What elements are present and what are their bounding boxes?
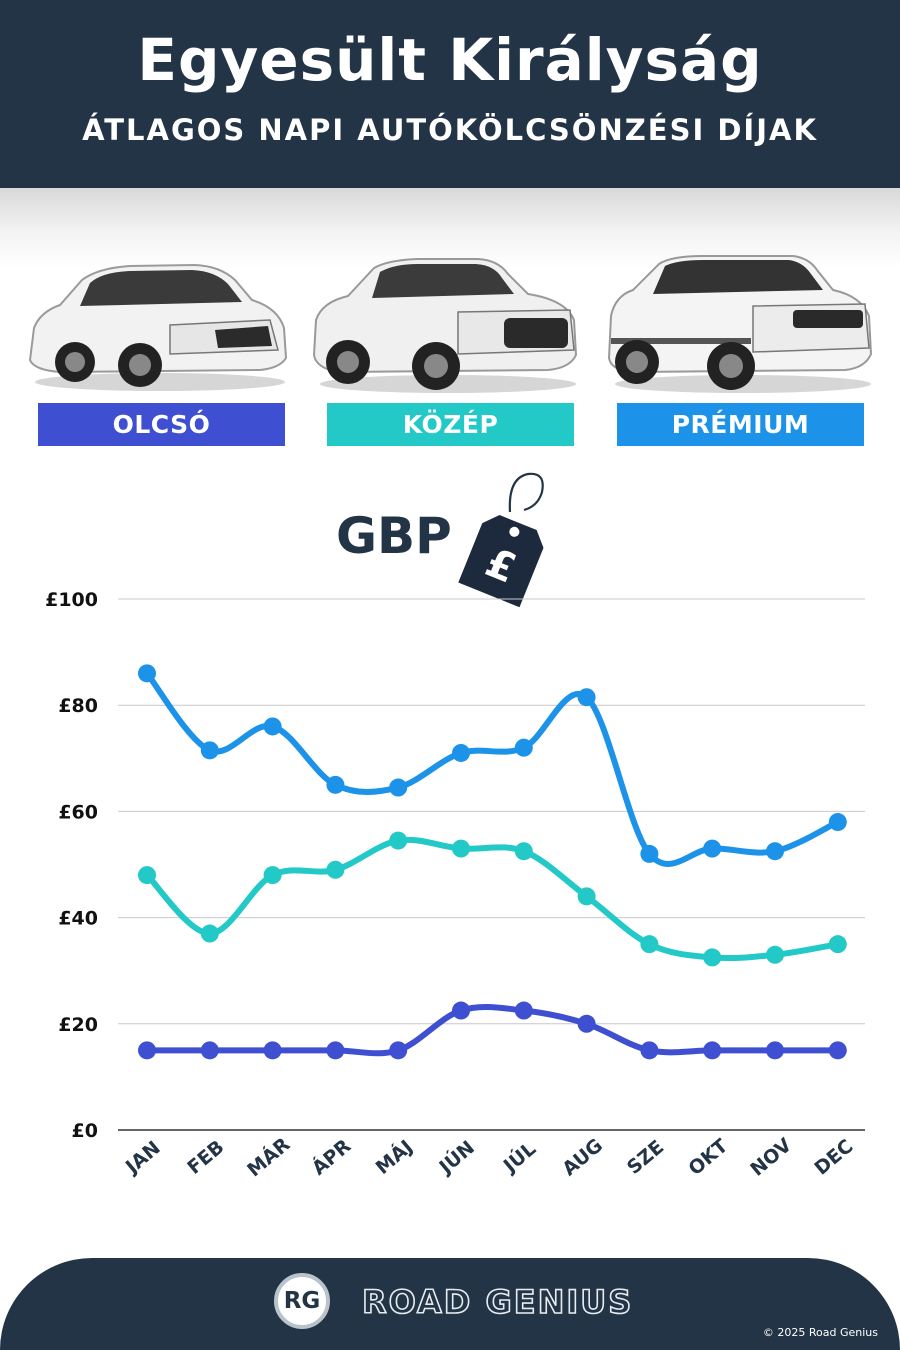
data-point [703, 948, 722, 967]
data-point [766, 945, 784, 964]
y-tick-label: £60 [58, 801, 98, 823]
data-point [263, 866, 282, 885]
data-point [703, 839, 722, 858]
x-tick-label: AUG [558, 1134, 607, 1180]
midsize-car-image [312, 258, 578, 393]
data-point [514, 1001, 533, 1020]
data-point [452, 1001, 470, 1020]
y-tick-label: £40 [58, 908, 98, 930]
x-tick-label: DEC [811, 1135, 858, 1179]
data-point [577, 1014, 596, 1033]
economy-car-image [28, 263, 288, 391]
data-point [138, 866, 156, 885]
category-label-midsize: KÖZÉP [327, 403, 574, 446]
data-point [200, 1041, 219, 1060]
x-tick-label: JÚL [497, 1136, 540, 1178]
page-subtitle: ÁTLAGOS NAPI AUTÓKÖLCSÖNZÉSI DÍJAK [82, 113, 818, 147]
x-tick-label: JÚN [433, 1135, 479, 1179]
y-tick-label: £80 [58, 695, 98, 717]
data-point [514, 738, 533, 757]
x-tick-label: FEB [183, 1136, 228, 1179]
x-tick-label: JAN [120, 1137, 165, 1179]
x-tick-label: NOV [746, 1134, 796, 1181]
brand-name: ROAD GENIUS [361, 1282, 634, 1322]
x-tick-label: ÁPR [307, 1134, 355, 1180]
data-point [263, 717, 282, 736]
data-point [640, 935, 659, 954]
data-point [200, 924, 219, 943]
data-point [703, 1041, 722, 1060]
x-tick-label: SZE [623, 1136, 668, 1179]
data-point [766, 1041, 784, 1060]
data-point [200, 741, 219, 760]
category-premium-text: PRÉMIUM [671, 410, 810, 439]
road-genius-logo: RG [274, 1273, 330, 1329]
y-tick-label: £0 [72, 1120, 98, 1142]
header-shadow [0, 188, 900, 268]
price-tag-icon: £ [458, 472, 544, 608]
data-point [326, 1041, 345, 1060]
data-point [138, 1041, 156, 1060]
data-point [640, 1041, 659, 1060]
data-point [577, 887, 596, 906]
series-line-0 [144, 670, 841, 867]
rental-price-chart: £0 £20 £40 £60 £80 £100 JAN FEB MÁR ÁPR MÁJ JÚN JÚL A… [45, 589, 865, 1181]
data-point [326, 775, 345, 794]
data-point [452, 839, 470, 858]
data-point [326, 860, 345, 879]
category-midsize-text: KÖZÉP [402, 410, 499, 439]
series-line-2 [144, 1004, 841, 1057]
x-tick-label: MÁJ [371, 1135, 417, 1179]
data-point [828, 935, 847, 954]
data-point [389, 831, 408, 850]
category-label-premium: PRÉMIUM [617, 403, 864, 446]
data-point [766, 842, 784, 861]
copyright-text: © 2025 Road Genius [762, 1326, 878, 1339]
data-point [138, 664, 156, 683]
data-point [640, 844, 659, 863]
x-tick-label: OKT [684, 1135, 732, 1180]
data-point [514, 842, 533, 861]
currency-label: GBP [336, 507, 452, 565]
data-point [263, 1041, 282, 1060]
data-point [828, 813, 847, 832]
data-point [452, 743, 470, 762]
category-label-economy: OLCSÓ [38, 403, 285, 446]
x-tick-label: MÁR [243, 1132, 295, 1181]
y-tick-label: £100 [45, 589, 98, 611]
data-point [389, 778, 408, 797]
y-tick-label: £20 [58, 1014, 98, 1036]
footer-bar [0, 1258, 900, 1350]
data-point [828, 1041, 847, 1060]
logo-text: RG [283, 1288, 321, 1314]
data-point [389, 1041, 408, 1060]
category-economy-text: OLCSÓ [112, 410, 211, 439]
header-banner: Egyesült Királyság ÁTLAGOS NAPI AUTÓKÖLC… [0, 0, 900, 188]
page-title: Egyesült Királyság [137, 26, 763, 94]
series-line-1 [144, 836, 841, 962]
data-point [577, 688, 596, 707]
premium-car-image [607, 255, 873, 393]
